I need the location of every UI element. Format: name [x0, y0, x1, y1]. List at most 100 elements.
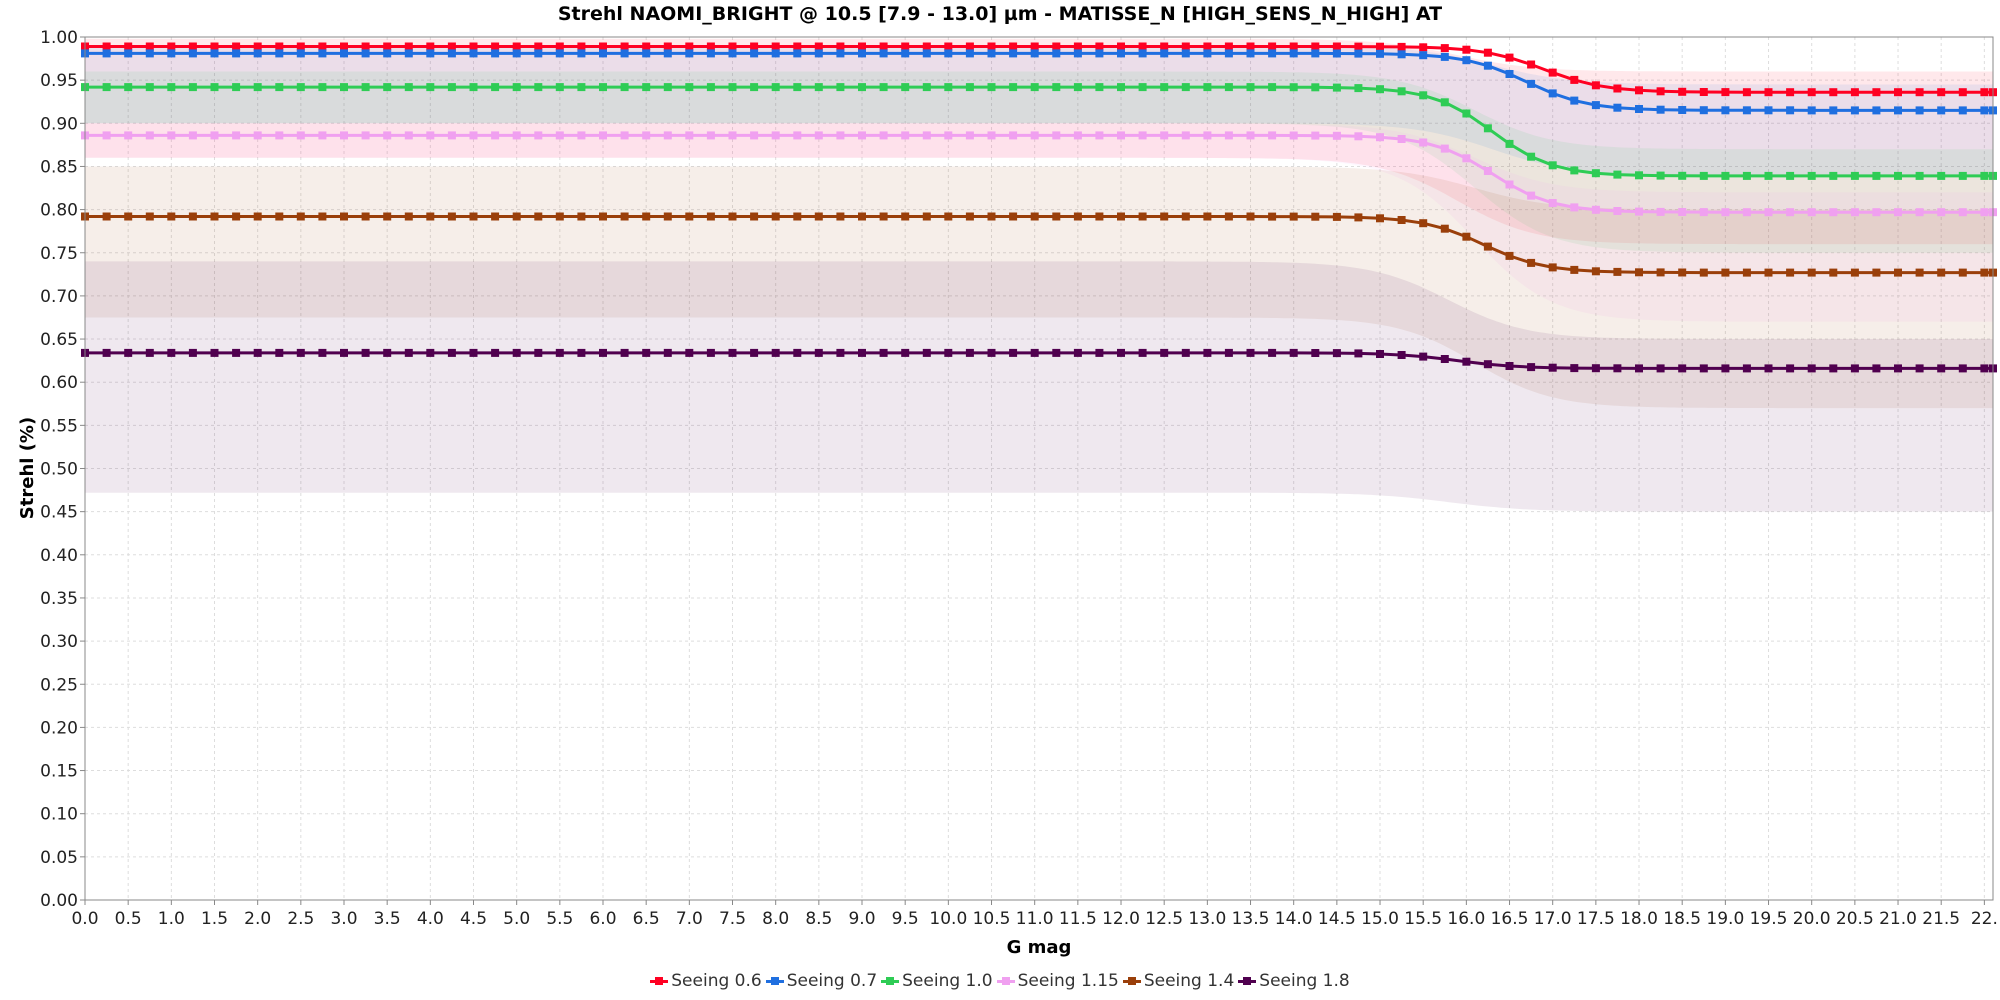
- data-point: [836, 131, 845, 140]
- data-point: [1160, 131, 1169, 140]
- data-point: [1872, 208, 1881, 217]
- data-point: [1073, 42, 1082, 51]
- data-point: [426, 131, 435, 140]
- data-point: [1181, 42, 1190, 51]
- data-point: [296, 131, 305, 140]
- x-tick-label: 8.0: [762, 909, 789, 929]
- data-point: [577, 42, 586, 51]
- data-point: [275, 42, 284, 51]
- y-tick-label: 0.10: [40, 805, 78, 825]
- data-point: [210, 212, 219, 221]
- x-tick-label: 14.5: [1318, 909, 1356, 929]
- data-point: [1613, 170, 1622, 179]
- data-point: [1850, 88, 1859, 97]
- data-point: [210, 131, 219, 140]
- data-point: [361, 348, 370, 357]
- data-point: [318, 131, 327, 140]
- data-point: [1117, 131, 1125, 140]
- data-point: [1764, 208, 1773, 217]
- x-tick-label: 16.0: [1447, 909, 1485, 929]
- data-point: [750, 212, 759, 221]
- data-point: [1872, 364, 1881, 373]
- data-point: [685, 83, 694, 92]
- data-point: [383, 212, 392, 221]
- data-point: [426, 42, 435, 51]
- data-point: [944, 212, 953, 221]
- data-point: [728, 131, 737, 140]
- data-point: [1505, 139, 1514, 148]
- data-point: [145, 131, 154, 140]
- data-point: [663, 348, 672, 357]
- data-point: [1311, 42, 1320, 51]
- data-point: [836, 42, 845, 51]
- y-tick-label: 0.65: [40, 330, 78, 350]
- data-point: [1440, 52, 1449, 61]
- data-point: [1742, 268, 1751, 277]
- data-point: [1527, 363, 1536, 372]
- data-point: [1850, 364, 1859, 373]
- data-point: [275, 131, 284, 140]
- data-point: [1030, 131, 1039, 140]
- data-point: [922, 212, 931, 221]
- data-point: [296, 348, 305, 357]
- data-point: [1548, 161, 1557, 170]
- y-tick-label: 0.75: [40, 244, 78, 264]
- data-point: [642, 49, 651, 58]
- data-point: [275, 212, 284, 221]
- data-point: [1980, 171, 1989, 180]
- legend-label: Seeing 1.4: [1143, 971, 1235, 991]
- data-point: [1570, 364, 1579, 373]
- data-point: [145, 212, 154, 221]
- data-point: [1656, 171, 1665, 180]
- data-point: [404, 83, 413, 92]
- y-tick-label: 1.00: [40, 28, 78, 48]
- data-point: [1138, 49, 1147, 58]
- data-point: [512, 131, 521, 140]
- data-point: [1246, 131, 1255, 140]
- data-point: [1915, 208, 1924, 217]
- data-point: [793, 49, 802, 58]
- data-point: [1527, 152, 1536, 161]
- data-point: [901, 212, 910, 221]
- data-point: [1937, 208, 1946, 217]
- data-point: [728, 49, 737, 58]
- data-point: [1009, 212, 1018, 221]
- data-point: [167, 212, 176, 221]
- data-point: [469, 83, 478, 92]
- data-point: [1376, 42, 1384, 51]
- data-point: [814, 212, 823, 221]
- x-tick-label: 4.5: [460, 909, 487, 929]
- y-tick-label: 0.85: [40, 157, 78, 177]
- data-point: [1613, 103, 1622, 112]
- data-point: [599, 348, 607, 357]
- data-point: [1786, 208, 1795, 217]
- x-tick-label: 19.0: [1706, 909, 1744, 929]
- y-tick-label: 0.95: [40, 71, 78, 91]
- data-point: [1181, 83, 1190, 92]
- data-point: [167, 83, 176, 92]
- data-point: [232, 49, 241, 58]
- data-point: [253, 348, 262, 357]
- data-point: [1354, 132, 1363, 141]
- data-point: [555, 348, 564, 357]
- data-point: [1462, 154, 1471, 163]
- data-point: [1440, 224, 1449, 233]
- data-point: [447, 42, 456, 51]
- data-point: [512, 83, 521, 92]
- data-point: [253, 49, 262, 58]
- data-point: [1483, 124, 1492, 133]
- data-point: [793, 42, 802, 51]
- data-point: [555, 42, 564, 51]
- data-point: [1289, 348, 1298, 357]
- data-point: [771, 49, 780, 58]
- data-point: [1246, 42, 1255, 51]
- data-point: [1224, 42, 1233, 51]
- data-point: [1138, 212, 1147, 221]
- legend-label: Seeing 1.8: [1259, 971, 1350, 991]
- data-point: [1678, 171, 1687, 180]
- x-tick-label: 13.0: [1188, 909, 1226, 929]
- data-point: [1483, 61, 1492, 70]
- data-point: [944, 348, 953, 357]
- data-point: [793, 83, 802, 92]
- data-point: [512, 212, 521, 221]
